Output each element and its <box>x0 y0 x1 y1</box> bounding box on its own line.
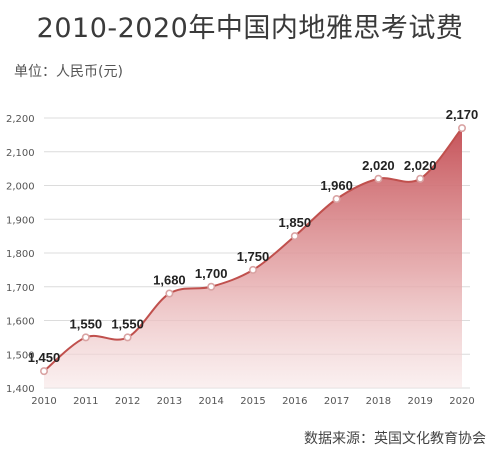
data-label: 2,020 <box>362 158 395 173</box>
data-point <box>374 174 383 183</box>
data-point <box>332 195 341 204</box>
data-point <box>81 333 90 342</box>
data-point <box>249 265 258 274</box>
y-tick-label: 1,400 <box>6 384 35 395</box>
x-tick-label: 2020 <box>449 396 474 407</box>
data-label: 2,170 <box>446 107 479 122</box>
data-point <box>416 174 425 183</box>
data-point <box>123 333 132 342</box>
data-label: 1,850 <box>279 215 312 230</box>
data-label: 1,700 <box>195 266 228 281</box>
chart-title: 2010-2020年中国内地雅思考试费 <box>36 13 464 44</box>
y-tick-label: 2,200 <box>6 114 35 125</box>
y-tick-label: 2,100 <box>6 148 35 159</box>
x-tick-label: 2011 <box>73 396 98 407</box>
y-tick-label: 1,800 <box>6 249 35 260</box>
x-tick-label: 2013 <box>157 396 182 407</box>
data-point <box>457 124 466 133</box>
x-tick-label: 2019 <box>407 396 432 407</box>
y-tick-label: 2,000 <box>6 182 35 193</box>
data-label: 1,450 <box>28 350 61 365</box>
x-tick-label: 2016 <box>282 396 307 407</box>
data-label: 2,020 <box>404 158 437 173</box>
x-tick-label: 2014 <box>198 396 223 407</box>
data-label: 1,680 <box>153 273 186 288</box>
data-point <box>39 367 48 376</box>
data-label: 1,550 <box>70 316 103 331</box>
unit-label: 单位：人民币(元) <box>14 64 123 80</box>
y-tick-label: 1,600 <box>6 317 35 328</box>
data-point <box>290 232 299 241</box>
data-label: 1,960 <box>320 178 353 193</box>
data-label: 1,550 <box>111 316 144 331</box>
source-note: 数据来源：英国文化教育协会 <box>304 431 486 447</box>
y-tick-label: 1,900 <box>6 215 35 226</box>
area-fill <box>44 128 462 388</box>
x-tick-label: 2010 <box>31 396 56 407</box>
data-point <box>165 289 174 298</box>
data-point <box>207 282 216 291</box>
x-tick-label: 2017 <box>324 396 349 407</box>
y-tick-label: 1,700 <box>6 283 35 294</box>
data-label: 1,750 <box>237 249 270 264</box>
x-tick-label: 2012 <box>115 396 140 407</box>
x-tick-label: 2018 <box>366 396 391 407</box>
x-tick-label: 2015 <box>240 396 265 407</box>
y-tick-label: 1,500 <box>6 350 35 361</box>
